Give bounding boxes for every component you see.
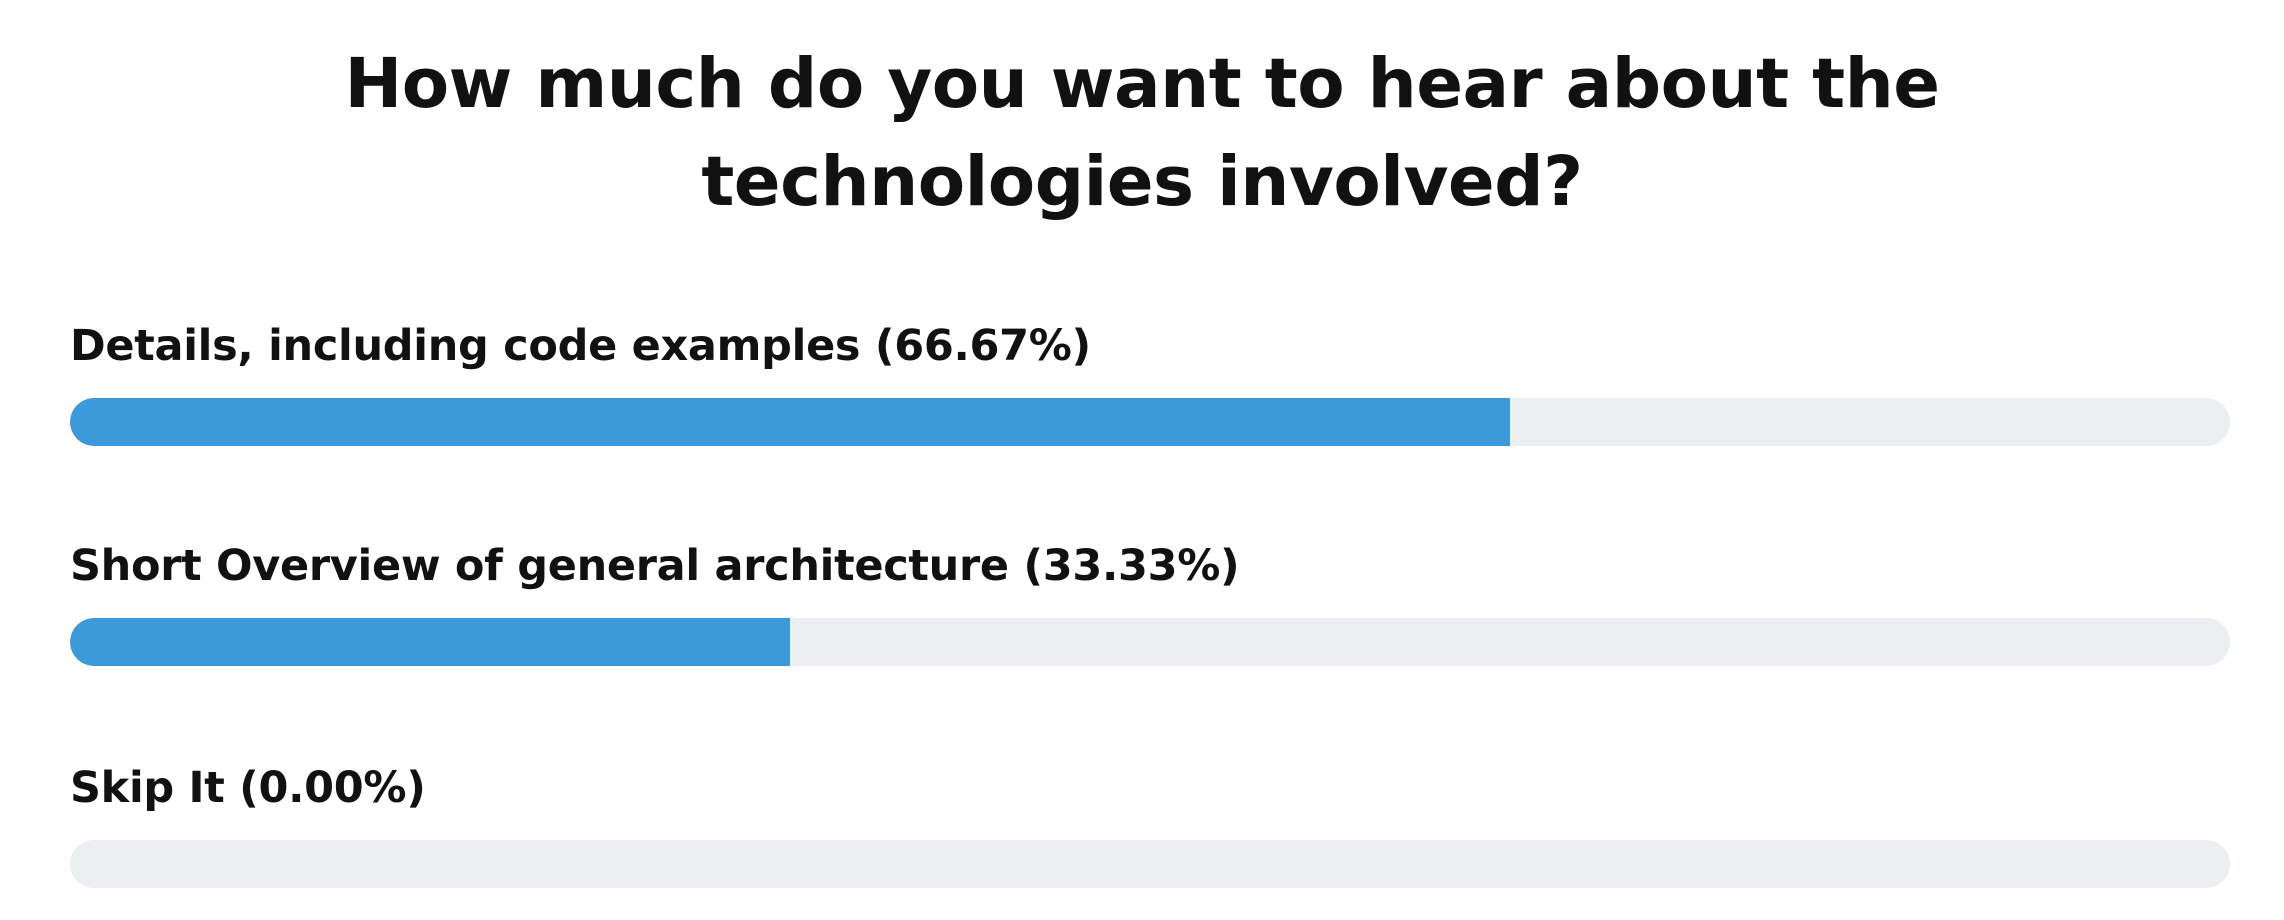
poll-option-details: Details, including code examples (66.67%… [70, 316, 2230, 446]
poll-option-label: Short Overview of general architecture (… [70, 541, 1240, 591]
poll-result-bar-track [70, 618, 2230, 666]
poll-option-overview: Short Overview of general architecture (… [70, 536, 2230, 666]
poll-option-label: Skip It (0.00%) [70, 763, 426, 813]
poll-result-bar-fill [70, 398, 1511, 446]
poll-result-bar-track [70, 840, 2230, 888]
poll-result-bar-fill [70, 618, 790, 666]
poll-option-skip: Skip It (0.00%) [70, 758, 2230, 888]
poll-result-bar-track [70, 398, 2230, 446]
poll-option-label: Details, including code examples (66.67%… [70, 321, 1091, 371]
poll-question: How much do you want to hear about the t… [344, 44, 1940, 222]
